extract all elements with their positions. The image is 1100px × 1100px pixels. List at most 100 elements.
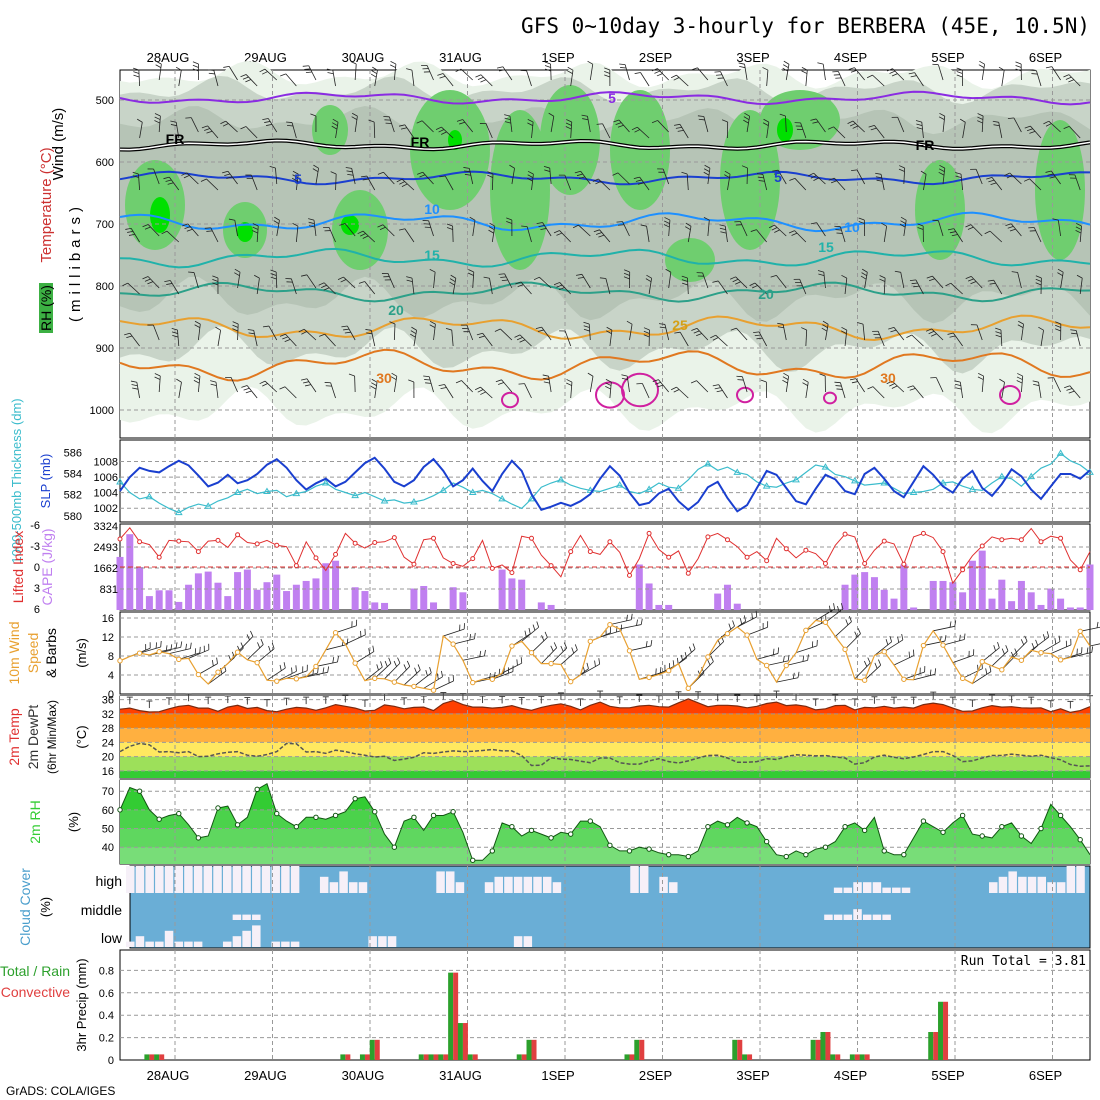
- rh-point: [920, 818, 927, 824]
- wind-barb-tick: [916, 123, 923, 126]
- wind-barb-tick: [450, 274, 457, 279]
- wind-barb: [461, 380, 474, 393]
- lifted-index-point: [352, 540, 358, 546]
- wind-barb: [702, 272, 709, 289]
- cloud-bar: [639, 866, 649, 893]
- wind-barb: [640, 72, 650, 87]
- wind-barb: [354, 651, 375, 664]
- wind-barb-tick: [743, 615, 747, 622]
- thickness-point: [263, 487, 271, 494]
- rh-contour: [621, 372, 659, 408]
- temp-label-1: 2m Temp: [6, 708, 22, 766]
- wind-barb-tick: [548, 112, 555, 117]
- wind-barb: [782, 324, 787, 341]
- wind-barb: [295, 174, 299, 191]
- wind-barb-tick: [771, 227, 778, 231]
- wind-barb: [284, 386, 297, 399]
- rh-unit-label: (%): [66, 812, 81, 832]
- top-date-label: 1SEP: [541, 50, 574, 65]
- wind-barb: [776, 275, 787, 289]
- wind-barb-tick: [615, 122, 622, 126]
- wind-barb-tick: [875, 172, 882, 175]
- wind-barb-tick: [659, 326, 666, 329]
- wind-barb: [374, 70, 378, 87]
- lifted-index-point: [568, 549, 574, 555]
- wind-barb-tick: [194, 324, 201, 328]
- wind-barb-tick: [744, 112, 750, 117]
- wind-barb-tick: [553, 642, 558, 648]
- thickness-point: [410, 498, 418, 505]
- wind-barb-tick: [1024, 635, 1028, 642]
- wind-barb: [976, 324, 983, 341]
- wind-barb-tick: [617, 124, 624, 128]
- wind-barb-tick: [304, 68, 311, 70]
- cape-bar: [449, 587, 457, 610]
- wind-barb-tick: [220, 120, 226, 125]
- cloud-bar: [164, 930, 174, 947]
- wind-barb: [411, 278, 415, 295]
- wind-barb-tick: [358, 281, 365, 284]
- wind-barb-tick: [154, 113, 161, 117]
- cloud-bar: [368, 936, 377, 947]
- wind-barb-tick: [879, 278, 886, 282]
- wind-barb-tick: [901, 633, 904, 641]
- wind-barb-tick: [207, 69, 214, 71]
- wind-barb-tick: [889, 635, 893, 642]
- wind-barb-tick: [665, 268, 672, 273]
- wind-barb: [411, 70, 415, 87]
- wind-barb-tick: [907, 385, 914, 388]
- wind-barb: [981, 376, 985, 393]
- wind-barb-tick: [136, 118, 143, 123]
- wind-barb: [187, 223, 199, 237]
- rh-point: [1057, 812, 1064, 819]
- wind-barb-tick: [850, 70, 857, 73]
- wind-barb-tick: [126, 335, 133, 339]
- cape-bar: [635, 564, 643, 610]
- wind-barb-tick: [389, 321, 396, 325]
- slp-axis-label: SLP (mb): [38, 454, 53, 509]
- wind-barb-tick: [142, 224, 149, 228]
- wind-barb: [1038, 382, 1042, 399]
- wind-barb: [234, 220, 238, 237]
- wind-barb-tick: [360, 233, 366, 237]
- cape-bar: [968, 560, 976, 610]
- wind-barb: [805, 382, 809, 399]
- cloud-bar: [436, 871, 445, 893]
- wind-barb-tick: [881, 222, 887, 227]
- wind-barb-tick: [495, 379, 502, 383]
- pressure-tick: 600: [96, 157, 114, 169]
- wind-barb-tick: [848, 615, 852, 622]
- rh-high-area: [1035, 120, 1085, 260]
- wind-barb: [777, 169, 787, 185]
- wind-tick: 8: [108, 651, 114, 663]
- wind-barb-tick: [234, 272, 240, 277]
- cloud-bar: [213, 866, 222, 893]
- precip-unit-label: 3hr Precip (mm): [74, 958, 89, 1051]
- wind-barb-tick: [673, 77, 680, 81]
- wind-barb: [805, 621, 827, 631]
- wind-barb: [942, 168, 946, 185]
- wind-barb-tick: [459, 121, 466, 125]
- thickness-point: [1056, 449, 1065, 456]
- wind-barb-tick: [870, 127, 877, 131]
- wind-speed-point: [1077, 628, 1083, 634]
- wind-barb-tick: [483, 276, 490, 279]
- rh-point: [215, 805, 221, 811]
- wind-barb-tick: [390, 61, 397, 65]
- cloud-bar: [339, 871, 348, 893]
- wind-barb: [290, 278, 297, 295]
- wind-barb-tick: [283, 662, 286, 669]
- wind-barb-tick: [436, 673, 439, 680]
- wind-barb: [785, 64, 790, 81]
- wind-barb: [472, 272, 475, 289]
- wind-barb-tick: [999, 378, 1005, 383]
- wind-barb-tick: [400, 127, 407, 130]
- wind-barb-tick: [164, 280, 171, 282]
- wind-barb-tick: [488, 226, 495, 231]
- cloud-bar: [552, 882, 562, 893]
- wind-barb-tick: [398, 124, 405, 127]
- wind-barb: [737, 616, 757, 628]
- thickness-point: [880, 479, 889, 486]
- precip-tick: 0.4: [99, 1010, 114, 1022]
- wind-speed-point: [1057, 657, 1064, 663]
